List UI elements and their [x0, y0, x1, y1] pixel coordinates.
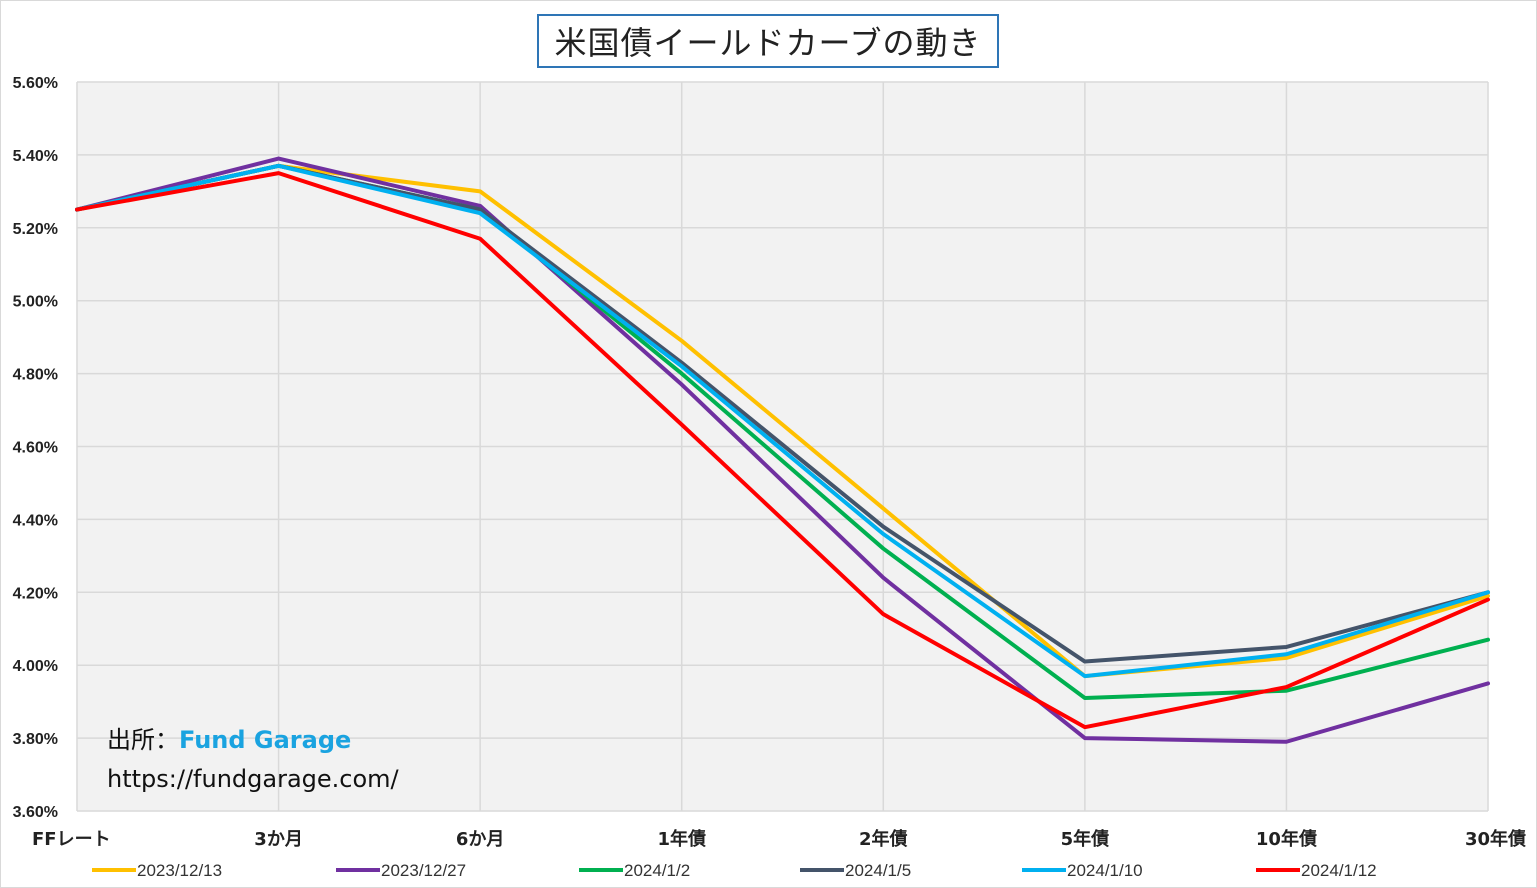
source-prefix: 出所： [107, 726, 179, 754]
y-tick-label: 4.60% [13, 440, 58, 457]
y-tick-label: 3.60% [13, 804, 58, 821]
x-tick-label: 3か月 [254, 829, 303, 850]
series-lines [75, 156, 1490, 744]
chart-title: 米国債イールドカーブの動き [537, 14, 999, 68]
x-tick-label: 5年債 [1061, 828, 1110, 850]
source-label: 出所：Fund Garage [107, 720, 351, 755]
x-tick-label: 1年債 [657, 828, 706, 850]
x-tick-label: 2年債 [859, 828, 908, 850]
y-tick-label: 5.60% [13, 75, 58, 92]
legend-label: 2024/1/2 [624, 861, 690, 880]
series-line-2024-1-12 [75, 171, 1490, 730]
source-name: Fund Garage [179, 726, 352, 754]
y-tick-label: 4.80% [13, 367, 58, 384]
legend-label: 2023/12/27 [381, 861, 466, 880]
legend: 2023/12/13 2023/12/27 2024/1/2 2024/1/5 2024… [92, 861, 1377, 880]
y-tick-label: 5.00% [13, 294, 58, 311]
y-tick-label: 4.00% [13, 658, 58, 675]
series-line-2024-1-10 [75, 163, 1490, 679]
legend-label: 2023/12/13 [137, 861, 222, 880]
x-tick-label: 30年債 [1465, 828, 1526, 850]
y-axis-ticks: 5.60% 5.40% 5.20% 5.00% 4.80% 4.60% 4.40% 4.20%… [13, 75, 58, 821]
y-tick-label: 5.40% [13, 148, 58, 165]
gridlines [76, 81, 1489, 812]
x-tick-label: 6か月 [456, 829, 505, 850]
legend-label: 2024/1/10 [1067, 861, 1143, 880]
legend-label: 2024/1/5 [845, 861, 911, 880]
series-line-2023-12-27 [75, 156, 1490, 744]
x-tick-label: 10年債 [1256, 828, 1317, 850]
y-tick-label: 5.20% [13, 221, 58, 238]
y-tick-label: 3.80% [13, 731, 58, 748]
x-axis-ticks: FFレート 3か月 6か月 1年債 2年債 5年債 10年債 30年債 [32, 828, 1526, 850]
x-tick-label: FFレート [32, 829, 111, 850]
series-line-2023-12-13 [75, 163, 1490, 679]
source-url[interactable]: https://fundgarage.com/ [107, 765, 399, 793]
y-tick-label: 4.40% [13, 512, 58, 529]
y-tick-label: 4.20% [13, 585, 58, 602]
legend-label: 2024/1/12 [1301, 861, 1377, 880]
